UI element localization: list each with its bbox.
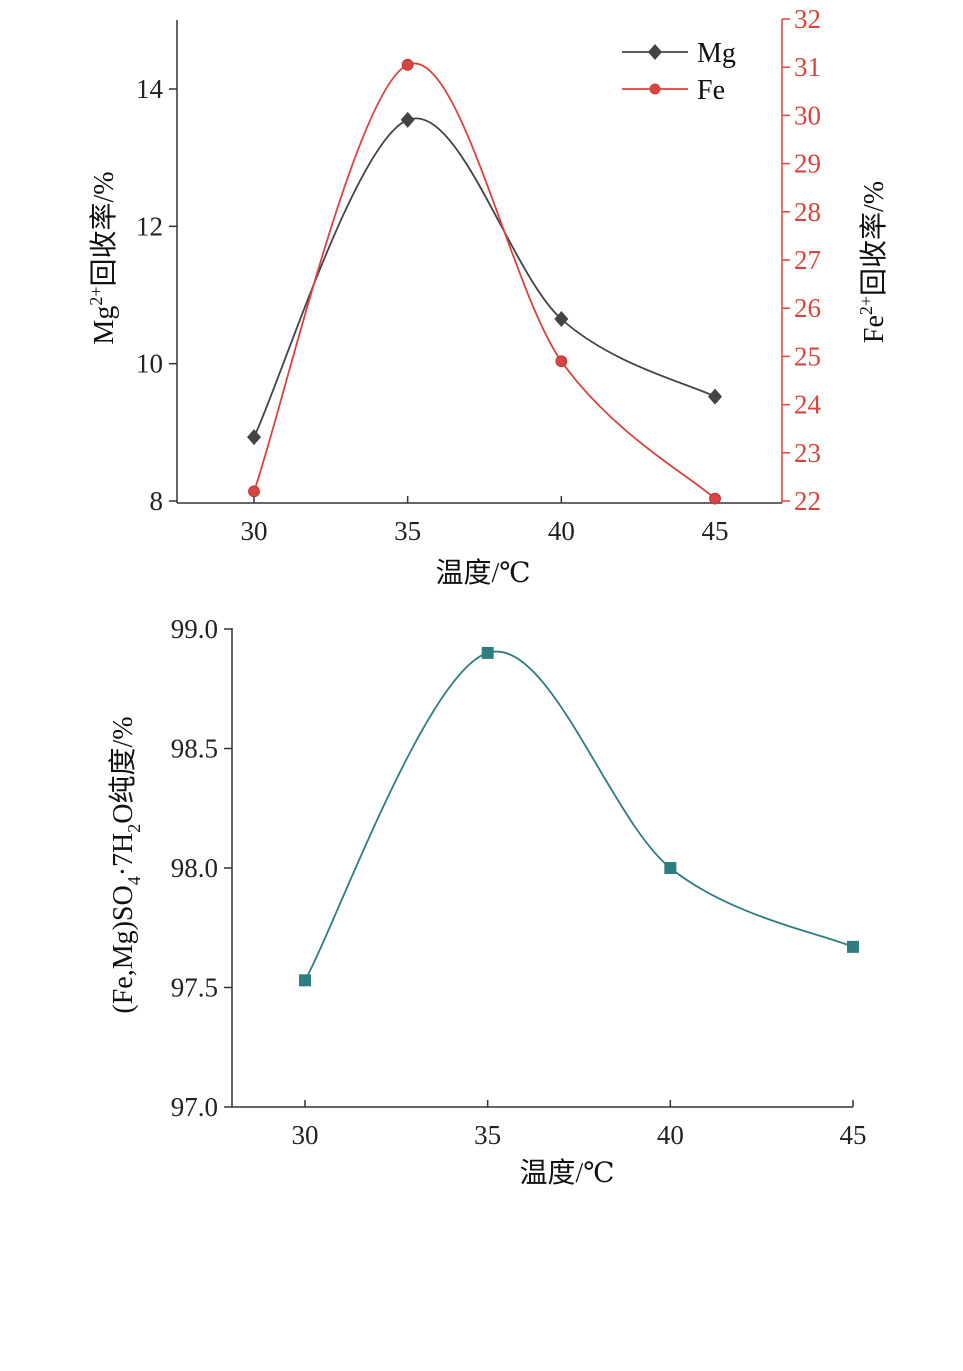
chart1-markers xyxy=(247,58,722,505)
data-point-purity xyxy=(847,940,859,953)
chart2-y-tick-label: 99.0 xyxy=(171,614,218,644)
chart2-markers xyxy=(299,646,859,987)
chart1-right-tick-label: 31 xyxy=(794,52,821,82)
chart1-x-tick-label: 30 xyxy=(241,516,268,546)
chart2-y-tick-label: 97.0 xyxy=(171,1092,218,1122)
chart1-left-tick-label: 14 xyxy=(136,74,164,104)
ylabel-part3: O纯度/% xyxy=(107,716,139,823)
ylabel-left-sup: 2+ xyxy=(86,287,106,306)
chart1-right-tick-label: 30 xyxy=(794,100,821,130)
chart2-y-axis-label: (Fe,Mg)SO4·7H2O纯度/% xyxy=(107,716,144,1013)
chart1-right-tick-label: 27 xyxy=(794,245,821,275)
ylabel-sub2: 2 xyxy=(124,824,144,833)
chart1-right-tick-label: 23 xyxy=(794,438,821,468)
chart1-right-tick-label: 28 xyxy=(794,197,821,227)
chart1-x-tick-label: 35 xyxy=(394,516,421,546)
ylabel-left-rest: 回收率/% xyxy=(88,171,120,286)
data-point-purity xyxy=(299,974,311,987)
chart2-y-tick-label: 98.5 xyxy=(171,734,218,764)
legend-fe-label: Fe xyxy=(697,75,725,106)
ylabel-part2: ·7H xyxy=(108,833,139,877)
data-point-fe xyxy=(709,492,721,505)
ylabel-right-rest: 回收率/% xyxy=(858,181,890,296)
chart1-right-tick-label: 26 xyxy=(794,293,821,323)
chart1-right-tick-label: 22 xyxy=(794,486,821,516)
series-line-purity xyxy=(304,650,854,981)
chart2-y-tick-label: 97.5 xyxy=(171,973,218,1003)
chart1-right-tick-label: 32 xyxy=(794,4,821,34)
chart1-left-tick-label: 10 xyxy=(136,349,163,379)
chart1-left-tick-label: 12 xyxy=(136,211,163,241)
chart1-legend: Mg Fe xyxy=(622,38,736,106)
chart2-x-tick-label: 45 xyxy=(840,1120,867,1150)
chart2-x-axis-label: 温度/℃ xyxy=(519,1157,614,1189)
data-point-mg xyxy=(400,111,415,128)
chart1-right-tick-label: 24 xyxy=(794,390,822,420)
chart1-axes: 8 10 12 14 22 23 24 25 26 27 28 29 30 31 32 30 35 40 45 xyxy=(136,4,822,546)
chart1-lines xyxy=(253,62,716,500)
data-point-fe xyxy=(555,355,568,368)
chart1-right-tick-label: 29 xyxy=(794,149,821,179)
chart1-x-tick-label: 45 xyxy=(702,516,729,546)
ylabel-part1: (Fe,Mg)SO xyxy=(108,885,139,1013)
chart1-left-y-axis-label: Mg2+回收率/% xyxy=(86,171,120,344)
ylabel-right-sup: 2+ xyxy=(856,296,876,315)
legend-fe-marker xyxy=(649,83,661,95)
chart1-x-axis-label: 温度/℃ xyxy=(435,557,530,589)
legend-mg-label: Mg xyxy=(697,38,736,69)
series-line-fe xyxy=(253,62,716,500)
chart-recovery: 8 10 12 14 22 23 24 25 26 27 28 29 30 31 32 30 35 40 45 Mg… xyxy=(86,4,890,589)
chart2-x-tick-label: 40 xyxy=(657,1120,684,1150)
data-point-purity xyxy=(664,862,677,874)
chart1-x-tick-label: 40 xyxy=(548,516,575,546)
data-point-purity xyxy=(481,646,494,659)
chart2-x-tick-label: 35 xyxy=(474,1120,501,1150)
chart2-y-tick-label: 98.0 xyxy=(171,853,218,883)
data-point-fe xyxy=(401,58,414,71)
ylabel-left-main: Mg xyxy=(89,306,120,345)
chart1-left-tick-label: 8 xyxy=(150,486,164,516)
ylabel-sub1: 4 xyxy=(124,876,144,885)
chart1-right-tick-label: 25 xyxy=(794,341,821,371)
chart2-x-tick-label: 30 xyxy=(292,1120,319,1150)
ylabel-right-main: Fe xyxy=(859,315,890,343)
data-point-fe xyxy=(248,485,260,498)
chart2-axes: 97.0 97.5 98.0 98.5 99.0 30 35 40 45 xyxy=(171,614,867,1150)
legend-mg-marker xyxy=(648,44,662,60)
chart-purity: 97.0 97.5 98.0 98.5 99.0 30 35 40 45 温度/℃ (Fe,Mg… xyxy=(107,614,867,1189)
series-line-mg xyxy=(253,117,716,438)
data-point-mg xyxy=(554,311,569,328)
chart1-right-y-axis-label: Fe2+回收率/% xyxy=(856,181,890,343)
data-point-mg xyxy=(708,388,722,405)
chart2-lines xyxy=(304,650,854,981)
data-point-mg xyxy=(247,429,261,446)
